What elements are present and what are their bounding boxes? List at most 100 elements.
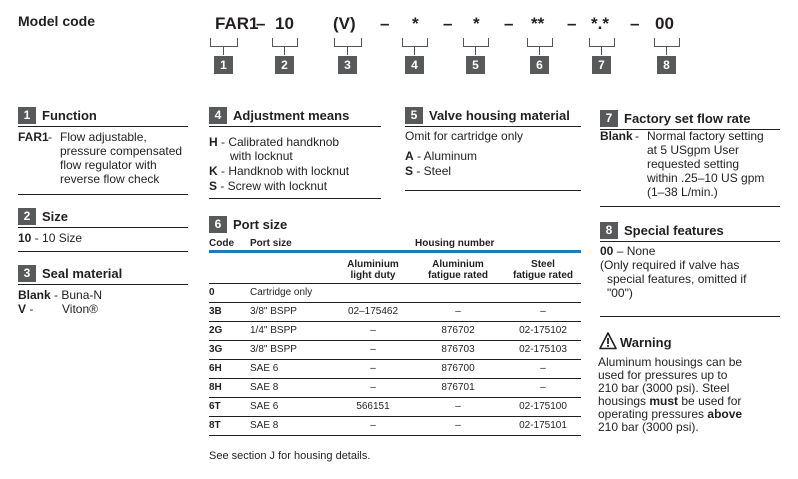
size-item: 10 - 10 Size <box>18 231 83 245</box>
section-number: 6 <box>209 216 227 234</box>
warning-line: housings must be used for <box>598 394 742 408</box>
row-al-fatigue: 876701 <box>441 382 475 393</box>
code-number-2: 2 <box>275 56 294 74</box>
code-number-5: 5 <box>466 56 485 74</box>
code-dash: – <box>256 14 266 33</box>
row-code: 6H <box>209 363 222 374</box>
table-row: 8T SAE 8 – – 02-175101 <box>209 417 581 436</box>
warning-line: 210 bar (3000 psi). Steel <box>598 381 730 395</box>
row-port: SAE 6 <box>250 401 279 412</box>
section-number: 5 <box>405 107 423 125</box>
divider <box>405 126 581 127</box>
seal-item-blank: Blank - Buna-N <box>18 288 103 302</box>
housing-heading: 5 Valve housing material <box>405 107 570 125</box>
warning-title: Warning <box>620 335 672 350</box>
special-note-1: (Only required if valve has <box>600 258 740 272</box>
row-port: 1/4" BSPP <box>250 325 297 336</box>
bracket-7 <box>589 38 615 47</box>
row-code: 0 <box>209 287 215 298</box>
divider <box>600 316 780 317</box>
function-desc-2: pressure compensated <box>60 144 183 158</box>
table-row: 6H SAE 6 – 876700 – <box>209 360 581 379</box>
code-dash: – <box>567 14 577 33</box>
row-al-fatigue: 876703 <box>441 344 475 355</box>
row-al-fatigue: – <box>455 401 461 412</box>
port-footnote: See section J for housing details. <box>209 450 371 462</box>
code-number-8: 8 <box>657 56 676 74</box>
seal-item-v-text: Viton® <box>62 302 98 316</box>
row-al-light: 02–175462 <box>347 306 399 317</box>
row-steel: – <box>540 306 546 317</box>
flow-desc-3: requested setting <box>647 157 740 171</box>
divider <box>18 126 188 127</box>
bracket-2 <box>272 38 298 47</box>
bracket-5 <box>463 38 489 47</box>
flow-sep: - <box>635 129 639 143</box>
code-number-3: 3 <box>338 56 357 74</box>
section-number: 3 <box>18 265 36 283</box>
special-note-2: special features, omitted if <box>607 272 747 286</box>
seal-heading: 3 Seal material <box>18 265 122 283</box>
model-code-title: Model code <box>18 13 96 29</box>
row-port: Cartridge only <box>250 287 313 298</box>
section-number: 4 <box>209 107 227 125</box>
row-al-fatigue: – <box>455 306 461 317</box>
row-al-fatigue: 876700 <box>441 363 475 374</box>
table-row: 3G 3/8" BSPP – 876703 02-175103 <box>209 341 581 360</box>
port-sub-steel: Steel fatigue rated <box>512 259 573 281</box>
port-col-port: Port size <box>250 238 292 249</box>
divider <box>18 194 188 195</box>
housing-item-a: A - Aluminum <box>405 149 478 163</box>
bracket-1 <box>210 38 238 47</box>
divider <box>209 198 381 199</box>
housing-item-s: S - Steel <box>405 164 452 178</box>
row-code: 3B <box>209 306 222 317</box>
code-number-6: 6 <box>530 56 549 74</box>
flow-desc-4: within .25–10 US gpm <box>647 171 765 185</box>
row-steel: 02-175100 <box>519 401 567 412</box>
code-number-4: 4 <box>405 56 424 74</box>
warning-line: 210 bar (3000 psi). <box>598 420 699 434</box>
row-al-fatigue: 876702 <box>441 325 475 336</box>
table-row: 8H SAE 8 – 876701 – <box>209 379 581 398</box>
section-number: 2 <box>18 208 36 226</box>
port-header-rule <box>209 250 581 253</box>
flow-code: Blank <box>600 129 633 143</box>
divider <box>18 227 188 228</box>
section-number: 1 <box>18 107 36 125</box>
function-sep: - <box>48 130 52 144</box>
function-desc-4: reverse flow check <box>60 172 160 186</box>
bracket-8 <box>654 38 680 47</box>
row-steel: 02-175102 <box>519 325 567 336</box>
code-part-seal: (V) <box>333 14 356 33</box>
bracket-3 <box>334 38 362 47</box>
table-row: 6T SAE 6 566151 – 02-175100 <box>209 398 581 417</box>
row-code: 2G <box>209 325 223 336</box>
row-al-fatigue: – <box>455 420 461 431</box>
row-port: 3/8" BSPP <box>250 306 297 317</box>
function-code: FAR1 <box>18 130 49 144</box>
warning-line: Aluminum housings can be <box>598 355 743 369</box>
bracket-6 <box>527 38 553 47</box>
code-dash: – <box>443 14 453 33</box>
divider <box>600 129 780 130</box>
table-row: 2G 1/4" BSPP – 876702 02-175102 <box>209 322 581 341</box>
table-row: 3B 3/8" BSPP 02–175462 – – <box>209 303 581 322</box>
port-sub-al-fatigue: Aluminium fatigue rated <box>427 259 488 281</box>
code-part-housing: * <box>473 14 480 33</box>
row-code: 6T <box>209 401 221 412</box>
divider <box>18 251 188 252</box>
row-al-light: – <box>370 363 376 374</box>
row-steel: – <box>540 363 546 374</box>
row-al-light: – <box>370 382 376 393</box>
row-code: 8T <box>209 420 221 431</box>
code-number-7: 7 <box>592 56 611 74</box>
flow-heading: 7 Factory set flow rate <box>600 110 750 128</box>
seal-item-v: V - <box>18 302 34 316</box>
code-part-size: 10 <box>275 14 294 33</box>
row-port: SAE 8 <box>250 420 279 431</box>
divider <box>600 206 780 207</box>
function-desc-1: Flow adjustable, <box>60 130 147 144</box>
port-col-housing: Housing number <box>415 238 495 249</box>
port-sub-al-light: Aluminium light duty <box>347 259 399 281</box>
